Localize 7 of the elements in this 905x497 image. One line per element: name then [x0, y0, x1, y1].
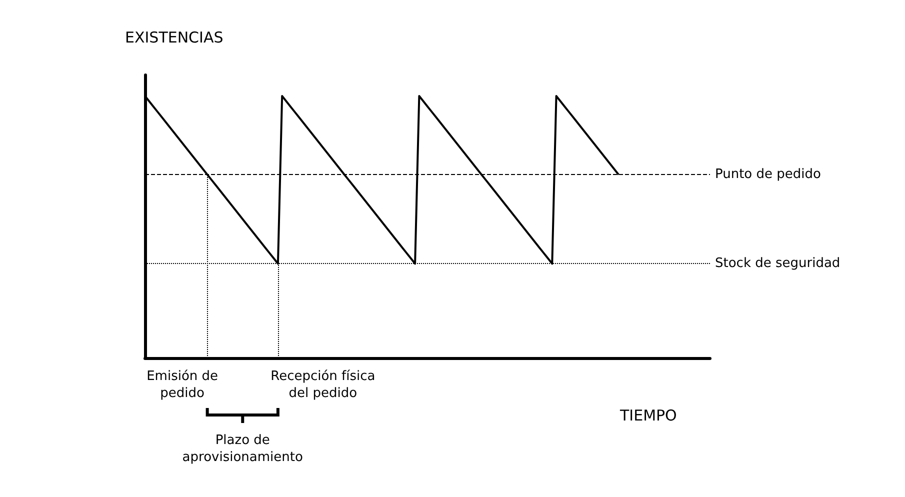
y-axis-title: EXISTENCIAS [125, 28, 224, 46]
text: Plazo de aprovisionamiento [182, 433, 303, 465]
text: Emisión de pedido [146, 369, 218, 401]
ref-line-label: Punto de pedido [715, 167, 822, 182]
ref-line-label: Stock de seguridad [715, 256, 840, 272]
text: Recepción física del pedido [270, 369, 376, 401]
x-axis-title: TIEMPO [619, 406, 677, 424]
